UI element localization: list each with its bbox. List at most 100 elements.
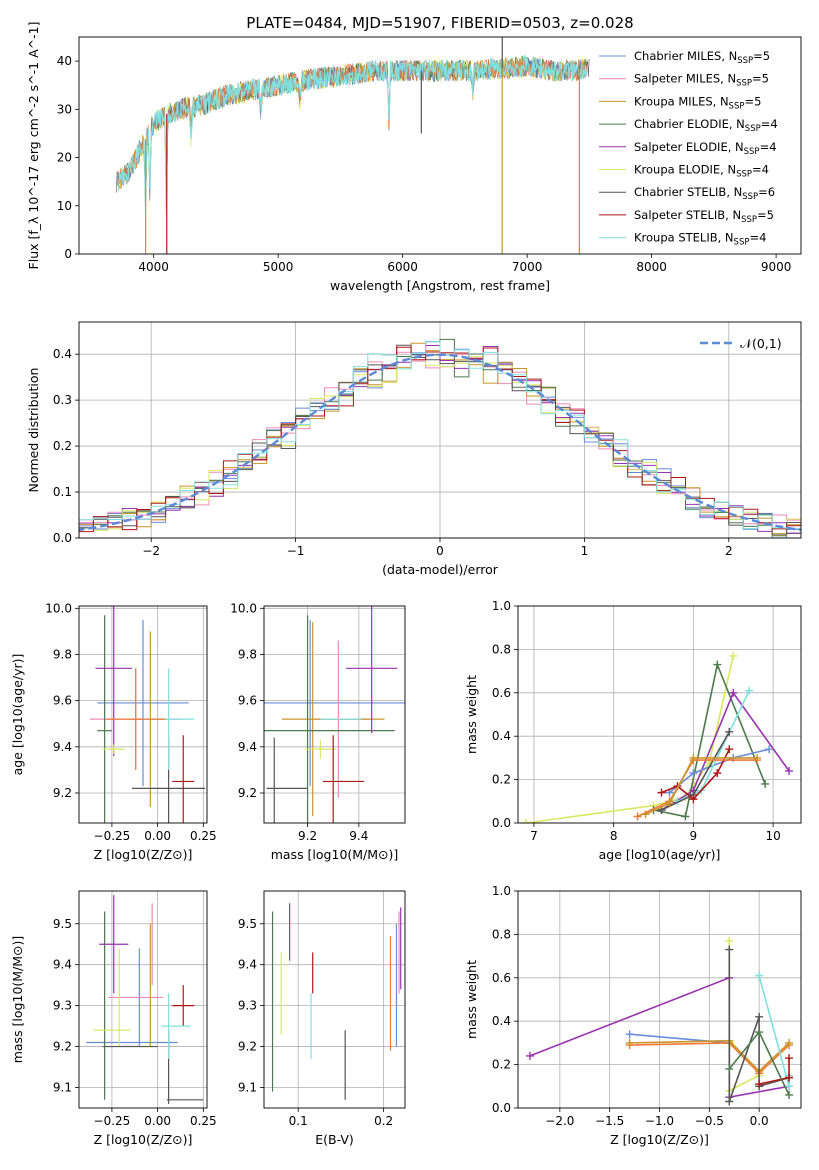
weight-point-marker [657, 788, 666, 797]
legend-tail: =6 [758, 185, 775, 199]
weight-series-line [629, 1039, 790, 1073]
weight-point-marker [641, 810, 650, 819]
weight-point-marker [689, 769, 698, 778]
y-tick-label: 9.3 [53, 999, 72, 1013]
spectrum-series-line [117, 54, 588, 213]
weight-point-marker [689, 795, 698, 804]
plot-area [86, 895, 204, 1104]
legend-sub: SSP [742, 192, 758, 202]
panel-residuals: −2 −1 0 1 2 0.0 0.1 0.2 0.3 0.4 (data-model)/error… [26, 321, 802, 577]
figure-title: PLATE=0484, MJD=51907, FIBERID=0503, z=0… [246, 14, 633, 32]
legend-sub: SSP [736, 170, 752, 180]
legend-tail: =4 [749, 231, 766, 245]
x-tick-label: 0 [436, 544, 444, 558]
y-tick-label: 1.0 [492, 884, 511, 898]
y-tick-label: 9.4 [53, 740, 72, 754]
legend-entry: Salpeter MILES, NSSP=5 [634, 72, 769, 89]
y-tick-label: 9.8 [53, 647, 72, 661]
weight-point-marker [729, 651, 738, 660]
legend-entry: Kroupa ELODIE, NSSP=4 [634, 163, 769, 180]
y-tick-label: 0.4 [53, 347, 72, 361]
weight-point-marker [725, 1064, 734, 1073]
weight-point-marker [755, 1028, 764, 1037]
y-tick-label: 0.8 [492, 642, 511, 656]
legend-tail: =4 [761, 117, 778, 131]
weight-series-line [653, 661, 766, 818]
x-axis-label: (data-model)/error [382, 562, 499, 577]
legend-entry: Salpeter STELIB, NSSP=5 [634, 208, 774, 225]
weight-point-marker [785, 1054, 794, 1063]
panel-mass_vs_ebv: 0.1 0.2 9.1 9.2 9.3 9.4 9.5 E(B-V) [238, 890, 406, 1147]
x-axis-label: Z [log10(Z/Z⊙)] [94, 1132, 193, 1147]
y-tick-label: 9.5 [53, 917, 72, 931]
legend-tail: =5 [744, 94, 761, 108]
y-tick-label: 0.0 [492, 1101, 511, 1115]
y-tick-label: 0.2 [492, 1058, 511, 1072]
legend-entry: Kroupa MILES, NSSP=5 [634, 94, 761, 111]
y-tick-label: 0.6 [492, 686, 511, 700]
weight-point-marker [745, 686, 754, 695]
panel-age_vs_Z: −0.25 0.00 0.25 9.2 9.4 9.6 9.8 10.0 Z [log10(Z/… [10, 601, 217, 862]
histogram-series-step [79, 340, 801, 538]
weight-point-marker [625, 1030, 634, 1039]
weight-point-marker [625, 1038, 634, 1047]
weight-point-marker [725, 936, 734, 945]
weight-point-marker [713, 769, 722, 778]
x-tick-label: 8 [610, 829, 618, 843]
weight-point-marker [725, 745, 734, 754]
axes-frame [517, 890, 802, 1109]
x-axis-label: age [log10(age/yr)] [599, 847, 721, 862]
legend-sub: SSP [741, 215, 757, 225]
weight-point-marker [681, 812, 690, 821]
y-tick-label: 20 [57, 151, 72, 165]
x-tick-label: −1.5 [595, 1114, 624, 1128]
x-tick-label: 0.25 [190, 1114, 217, 1128]
y-tick-label: 30 [57, 102, 72, 116]
legend-tail: =5 [752, 72, 769, 86]
weight-point-marker [521, 819, 530, 823]
y-axis-label: mass weight [464, 960, 479, 1039]
legend-entry: Chabrier ELODIE, NSSP=4 [634, 117, 778, 134]
x-tick-label: 0.00 [144, 1114, 171, 1128]
y-tick-label: 0 [64, 247, 72, 261]
x-tick-label: 4000 [138, 260, 169, 274]
legend-tail: =4 [760, 140, 777, 154]
y-tick-label: 0.6 [492, 971, 511, 985]
x-tick-label: −0.5 [695, 1114, 724, 1128]
axes-frame [78, 36, 802, 255]
x-tick-label: 0.1 [289, 1114, 308, 1128]
legend-main: Salpeter ELODIE, N [634, 140, 744, 154]
y-axis-label: age [log10(age/yr)] [10, 654, 25, 776]
x-tick-label: −1 [287, 544, 305, 558]
x-tick-label: 9.4 [349, 829, 368, 843]
y-tick-label: 0.2 [492, 773, 511, 787]
x-axis-label: mass [log10(M/M⊙)] [271, 847, 399, 862]
legend-sub: SSP [745, 124, 761, 134]
y-tick-label: 40 [57, 54, 72, 68]
plot-area [89, 606, 206, 823]
y-tick-label: 9.2 [53, 786, 72, 800]
x-tick-label: 6000 [387, 260, 418, 274]
weight-point-marker [729, 688, 738, 697]
x-axis-label: Z [log10(Z/Z⊙)] [610, 1132, 709, 1147]
x-tick-label: 0.00 [144, 829, 171, 843]
y-axis-label: mass [log10(M/M⊙)] [10, 936, 25, 1064]
y-axis-label: Flux [f_λ 10^-17 erg cm^-2 s^-1 A^-1] [26, 22, 41, 270]
panel-mass_weight_vs_Z: −2.0 −1.5 −1.0 −0.5 0.0 0.0 0.2 0.4 0.6 0.8 1.0 Z [… [464, 884, 802, 1147]
legend-main: Chabrier MILES, N [634, 49, 737, 63]
weight-series-line [661, 691, 790, 811]
y-tick-label: 9.2 [53, 1040, 72, 1054]
legend-main: Salpeter MILES, N [634, 72, 736, 86]
x-tick-label: 5000 [263, 260, 294, 274]
panel-mass_weight_vs_age: 7 8 9 10 0.0 0.2 0.4 0.6 0.8 1.0 age [log10(age/yr… [464, 599, 802, 862]
y-tick-label: 9.6 [238, 694, 257, 708]
legend-entry: Kroupa STELIB, NSSP=4 [634, 231, 766, 248]
y-tick-label: 9.1 [53, 1081, 72, 1095]
x-axis-label: E(B-V) [315, 1132, 354, 1147]
y-tick-label: 0.0 [53, 531, 72, 545]
x-tick-label: 8000 [636, 260, 667, 274]
axes-frame [78, 605, 208, 824]
legend-sub: SSP [729, 101, 745, 111]
y-tick-label: 9.6 [53, 694, 72, 708]
